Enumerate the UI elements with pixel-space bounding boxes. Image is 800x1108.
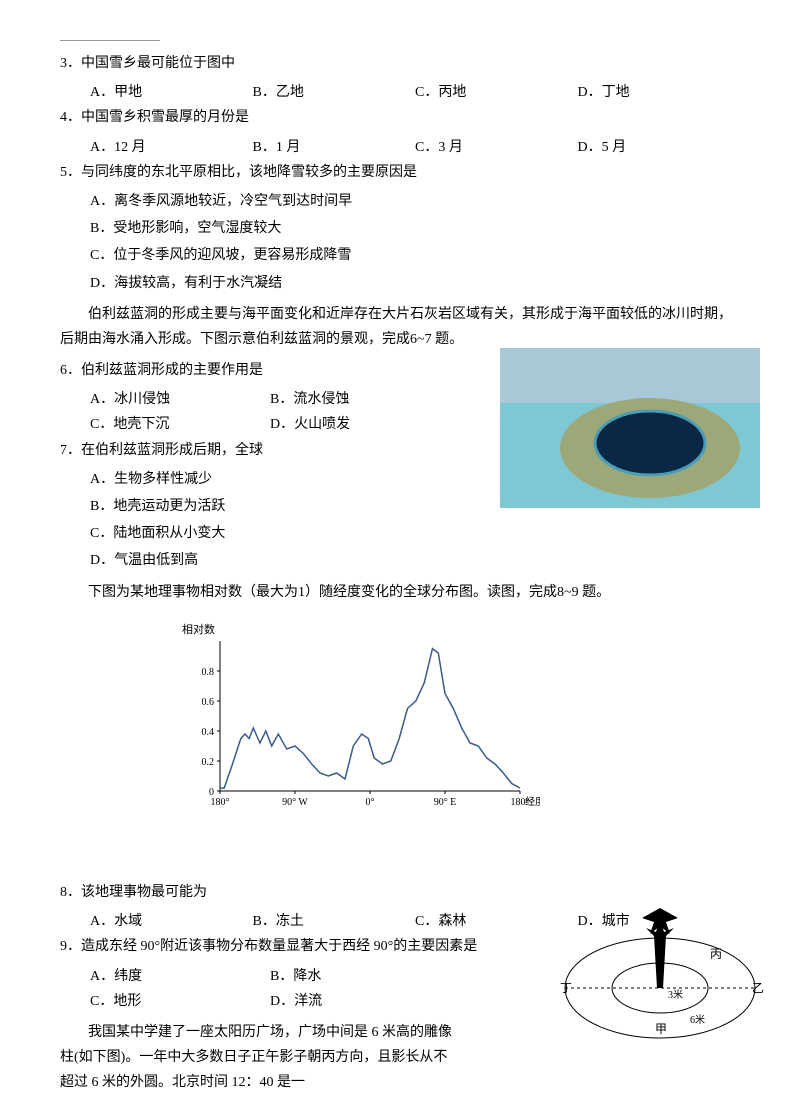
q7-opt-c: C．陆地面积从小变大 [90, 521, 740, 546]
svg-text:0.2: 0.2 [202, 757, 215, 768]
q9-opt-d: D．洋流 [270, 989, 450, 1014]
q6-opt-c: C．地壳下沉 [90, 412, 270, 437]
svg-text:0.4: 0.4 [202, 727, 215, 738]
q6-opt-a: A．冰川侵蚀 [90, 387, 270, 412]
q6-text: 6．伯利兹蓝洞形成的主要作用是 [60, 363, 263, 378]
q5-text: 5．与同纬度的东北平原相比，该地降雪较多的主要原因是 [60, 165, 417, 180]
passage-3: 我国某中学建了一座太阳历广场，广场中间是 6 米高的雕像柱(如下图)。一年中大多… [60, 1020, 460, 1096]
q4-options: A．12 月 B．1 月 C．3 月 D．5 月 [60, 135, 740, 160]
q3-opt-a: A．甲地 [90, 80, 253, 105]
q4-opt-d: D．5 月 [578, 135, 741, 160]
svg-text:甲: 甲 [655, 1022, 667, 1036]
q3-opt-d: D．丁地 [578, 80, 741, 105]
q7-text: 7．在伯利兹蓝洞形成后期，全球 [60, 443, 263, 458]
svg-text:3米: 3米 [668, 988, 683, 1001]
svg-text:90° E: 90° E [434, 797, 457, 808]
q9-opt-c: C．地形 [90, 989, 270, 1014]
q7-opt-d: D．气温由低到高 [90, 548, 740, 573]
q4-opt-a: A．12 月 [90, 135, 253, 160]
q5-options: A．离冬季风源地较近，冷空气到达时间早 B．受地形影响，空气湿度较大 C．位于冬… [60, 189, 740, 296]
q5-opt-d: D．海拔较高，有利于水汽凝结 [90, 271, 740, 296]
passage-2: 下图为某地理事物相对数（最大为1）随经度变化的全球分布图。读图，完成8~9 题。 [60, 580, 740, 605]
svg-text:0.6: 0.6 [202, 697, 215, 708]
passage-1: 伯利兹蓝洞的形成主要与海平面变化和近岸存在大片石灰岩区域有关，其形成于海平面较低… [60, 302, 740, 352]
svg-text:经度: 经度 [525, 795, 540, 808]
q8-text: 8．该地理事物最可能为 [60, 885, 207, 900]
q5-opt-c: C．位于冬季风的迎风坡，更容易形成降雪 [90, 243, 740, 268]
q4-opt-c: C．3 月 [415, 135, 578, 160]
q3-options: A．甲地 B．乙地 C．丙地 D．丁地 [60, 80, 740, 105]
q8-opt-b: B．冻土 [253, 909, 416, 934]
q9-opt-b: B．降水 [270, 964, 450, 989]
q9-opt-a: A．纬度 [90, 964, 270, 989]
svg-text:丙: 丙 [710, 947, 722, 961]
q4-opt-b: B．1 月 [253, 135, 416, 160]
q6-opt-d: D．火山喷发 [270, 412, 450, 437]
q5-opt-b: B．受地形影响，空气湿度较大 [90, 216, 740, 241]
longitude-chart: 相对数00.20.40.60.8180°90° W0°90° E180°经度 [180, 621, 540, 821]
svg-text:0.8: 0.8 [202, 667, 215, 678]
compass-diagram: 丙乙甲丁3米6米 [550, 908, 770, 1048]
q3-opt-b: B．乙地 [253, 80, 416, 105]
q3-opt-c: C．丙地 [415, 80, 578, 105]
svg-text:相对数: 相对数 [182, 622, 215, 636]
q4-text: 4．中国雪乡积雪最厚的月份是 [60, 110, 249, 125]
q9-text: 9．造成东经 90°附近该事物分布数量显著大于西经 90°的主要因素是 [60, 939, 477, 954]
svg-text:90° W: 90° W [282, 797, 308, 808]
svg-text:6米: 6米 [690, 1013, 705, 1026]
svg-text:0°: 0° [366, 797, 375, 808]
svg-text:180°: 180° [211, 797, 230, 808]
q3-text: 3．中国雪乡最可能位于图中 [60, 56, 235, 71]
blue-hole-image [500, 348, 760, 508]
q6-opt-b: B．流水侵蚀 [270, 387, 450, 412]
q8-opt-a: A．水域 [90, 909, 253, 934]
q5-opt-a: A．离冬季风源地较近，冷空气到达时间早 [90, 189, 740, 214]
